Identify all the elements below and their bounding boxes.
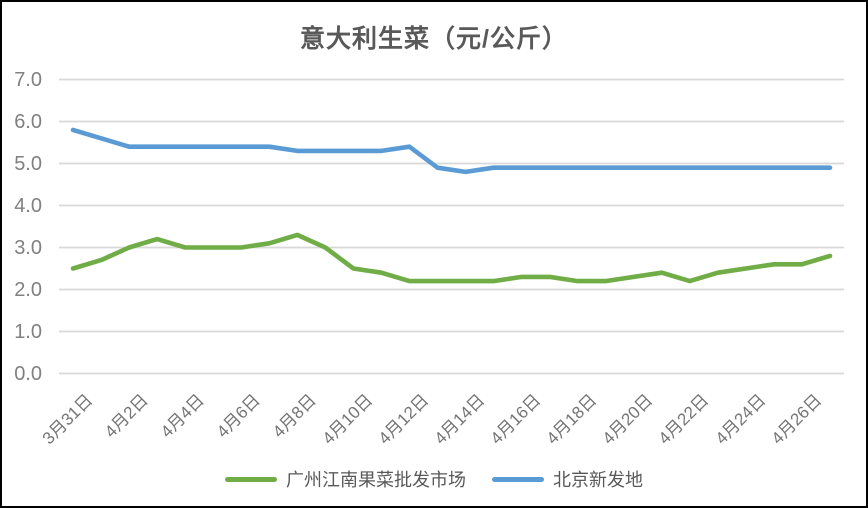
series-line-1 (70, 127, 833, 175)
y-axis-tick-label: 1.0 (14, 320, 42, 343)
y-axis-tick-label: 7.0 (14, 68, 42, 91)
legend-item-guangzhou-jiangnan: 广州江南果菜批发市场 (225, 466, 466, 492)
y-axis-tick-label: 2.0 (14, 278, 42, 301)
legend-label-guangzhou-jiangnan: 广州江南果菜批发市场 (286, 470, 466, 490)
legend-line-swatch-green (225, 476, 277, 482)
legend-item-beijing-xinfadi: 北京新发地 (492, 466, 643, 492)
series-line-0 (70, 232, 833, 284)
legend-label-beijing-xinfadi: 北京新发地 (553, 470, 643, 490)
y-axis-tick-label: 0.0 (14, 362, 42, 385)
chart-title: 意大利生菜（元/公斤） (300, 25, 568, 53)
legend-line-swatch-blue (492, 476, 544, 482)
y-axis-tick-label: 5.0 (14, 152, 42, 175)
y-axis-tick-label: 3.0 (14, 236, 42, 259)
legend: 广州江南果菜批发市场 北京新发地 (2, 466, 866, 492)
y-axis-tick-label: 6.0 (14, 110, 42, 133)
y-axis-tick-label: 4.0 (14, 194, 42, 217)
